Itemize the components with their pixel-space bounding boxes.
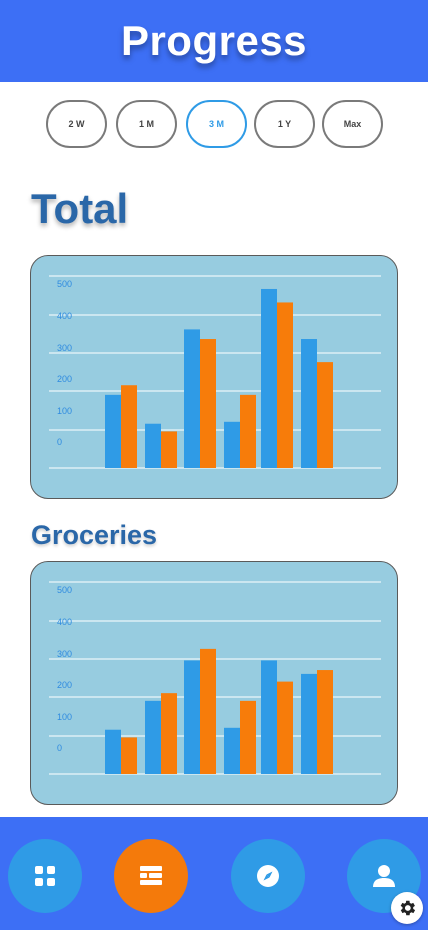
bar-series1-2 — [200, 339, 216, 468]
range-button-2w[interactable]: 2 W — [46, 100, 107, 148]
gear-icon — [400, 900, 416, 916]
bottom-nav — [0, 817, 428, 930]
y-tick-label: 300 — [57, 649, 72, 659]
bar-series0-5 — [301, 673, 317, 774]
y-tick-label: 200 — [57, 680, 72, 690]
y-tick-label: 200 — [57, 374, 72, 384]
bar-series0-3 — [224, 421, 240, 468]
bar-series1-0 — [121, 737, 137, 774]
bar-series1-4 — [277, 681, 293, 774]
bar-series0-3 — [224, 727, 240, 774]
total-chart-card: 500 400 300 200 100 0 — [30, 255, 398, 499]
bar-series0-1 — [145, 700, 161, 774]
list-icon — [140, 866, 162, 885]
y-tick-label: 100 — [57, 712, 72, 722]
settings-button[interactable] — [391, 892, 423, 924]
bar-series1-2 — [200, 648, 216, 774]
grid-icon — [35, 866, 55, 886]
total-section-title: Total — [31, 185, 129, 232]
y-tick-label: 400 — [57, 311, 72, 321]
bar-series0-4 — [261, 660, 277, 774]
bar-series1-1 — [161, 693, 177, 774]
nav-explore-button[interactable] — [231, 839, 305, 913]
bar-series1-1 — [161, 431, 177, 468]
total-chart: 500 400 300 200 100 0 — [49, 275, 381, 469]
bar-series0-2 — [184, 660, 200, 774]
nav-profile-button[interactable] — [347, 839, 421, 913]
y-tick-label: 100 — [57, 406, 72, 416]
bar-series0-4 — [261, 288, 277, 468]
user-icon — [373, 865, 395, 887]
bar-series1-4 — [277, 302, 293, 468]
page-title: Progress — [120, 17, 308, 64]
bar-series0-5 — [301, 339, 317, 468]
nav-dashboard-button[interactable] — [8, 839, 82, 913]
y-tick-label: 400 — [57, 617, 72, 627]
y-tick-label: 0 — [57, 743, 62, 753]
y-tick-label: 300 — [57, 343, 72, 353]
range-button-3m[interactable]: 3 M — [186, 100, 247, 148]
y-tick-label: 500 — [57, 585, 72, 595]
bar-series0-2 — [184, 329, 200, 468]
app-header: Progress — [0, 0, 428, 82]
range-selector: 2 W 1 M 3 M 1 Y Max — [46, 100, 386, 148]
range-button-1m[interactable]: 1 M — [116, 100, 177, 148]
bar-series1-3 — [240, 394, 256, 468]
y-tick-label: 0 — [57, 437, 62, 447]
compass-icon — [257, 865, 279, 887]
range-button-1y[interactable]: 1 Y — [254, 100, 315, 148]
bar-series1-5 — [317, 670, 333, 774]
groceries-chart-card: 500 400 300 200 100 0 — [30, 561, 398, 805]
groceries-chart: 500 400 300 200 100 0 — [49, 581, 381, 775]
nav-list-button[interactable] — [114, 839, 188, 913]
range-button-max[interactable]: Max — [322, 100, 383, 148]
bar-series1-3 — [240, 700, 256, 774]
y-tick-label: 500 — [57, 279, 72, 289]
bar-series0-0 — [105, 729, 121, 774]
groceries-section-title: Groceries — [31, 520, 158, 550]
bar-series0-0 — [105, 394, 121, 468]
bar-series0-1 — [145, 423, 161, 468]
bar-series1-5 — [317, 362, 333, 468]
bar-series1-0 — [121, 385, 137, 468]
